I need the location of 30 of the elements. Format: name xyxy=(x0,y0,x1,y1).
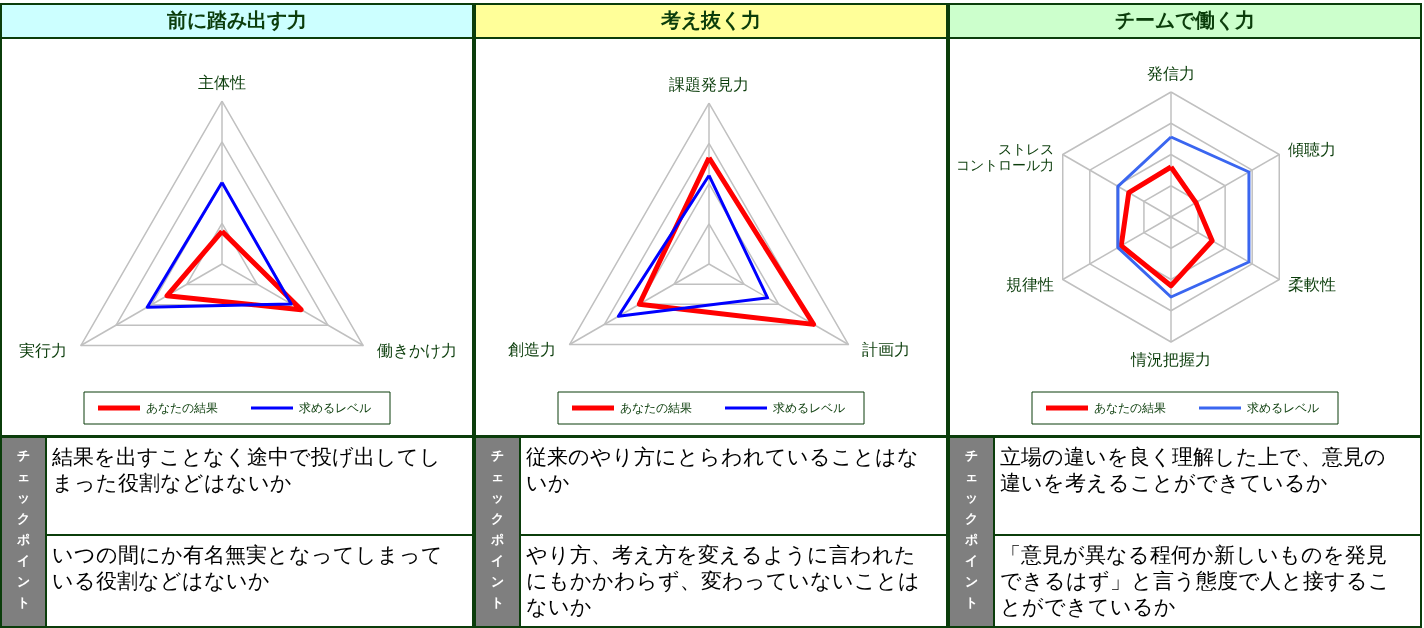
spoke-label: 発信力 xyxy=(1147,64,1195,83)
chart-title: 前に踏み出す力 xyxy=(166,8,307,32)
spoke-label: 柔軟性 xyxy=(1287,274,1336,294)
spoke-label: ストレスコントロール力 xyxy=(956,140,1055,173)
legend-label: あなたの結果 xyxy=(620,401,692,415)
text: やり方、考え方を変えるように言われたにもかかわらず、変わっていないことはないか xyxy=(526,543,920,619)
text: チェックポイント xyxy=(15,448,30,610)
legend-label: 求めるレベル xyxy=(299,401,371,415)
chart-title: チームで働く力 xyxy=(1115,8,1255,32)
spoke-label: 働きかけ力 xyxy=(376,340,457,360)
legend-label: あなたの結果 xyxy=(1094,401,1166,415)
chart-title: 考え抜く力 xyxy=(660,8,761,32)
spoke-label: 実行力 xyxy=(19,340,68,360)
text: チェックポイント xyxy=(489,448,504,610)
spoke-label: 傾聴力 xyxy=(1287,139,1336,159)
legend-label: 求めるレベル xyxy=(773,401,845,415)
text: 立場の違いを良く理解した上で、意見の違いを考えることができているか xyxy=(1000,445,1386,495)
text: 「意見が異なる程何か新しいものを発見できるはず」と言う態度で人と接することができているか xyxy=(1000,543,1390,619)
legend-label: 求めるレベル xyxy=(1247,401,1319,415)
text: いつの間にか有名無実となってしまっている役割などはないか xyxy=(52,543,443,593)
spoke-label: 情況把握力 xyxy=(1130,350,1211,369)
text: 従来のやり方にとらわれていることはないか xyxy=(526,445,919,495)
spoke-label: 計画力 xyxy=(862,339,911,359)
spoke-label: 主体性 xyxy=(198,73,246,92)
text: チェックポイント xyxy=(963,448,978,610)
legend-label: あなたの結果 xyxy=(146,401,218,415)
spoke-label: 創造力 xyxy=(507,339,556,359)
spoke-label: 課題発見力 xyxy=(669,75,749,94)
spoke-label: 規律性 xyxy=(1006,274,1055,294)
text: 結果を出すことなく途中で投げ出してしまった役割などはないか xyxy=(51,445,441,495)
